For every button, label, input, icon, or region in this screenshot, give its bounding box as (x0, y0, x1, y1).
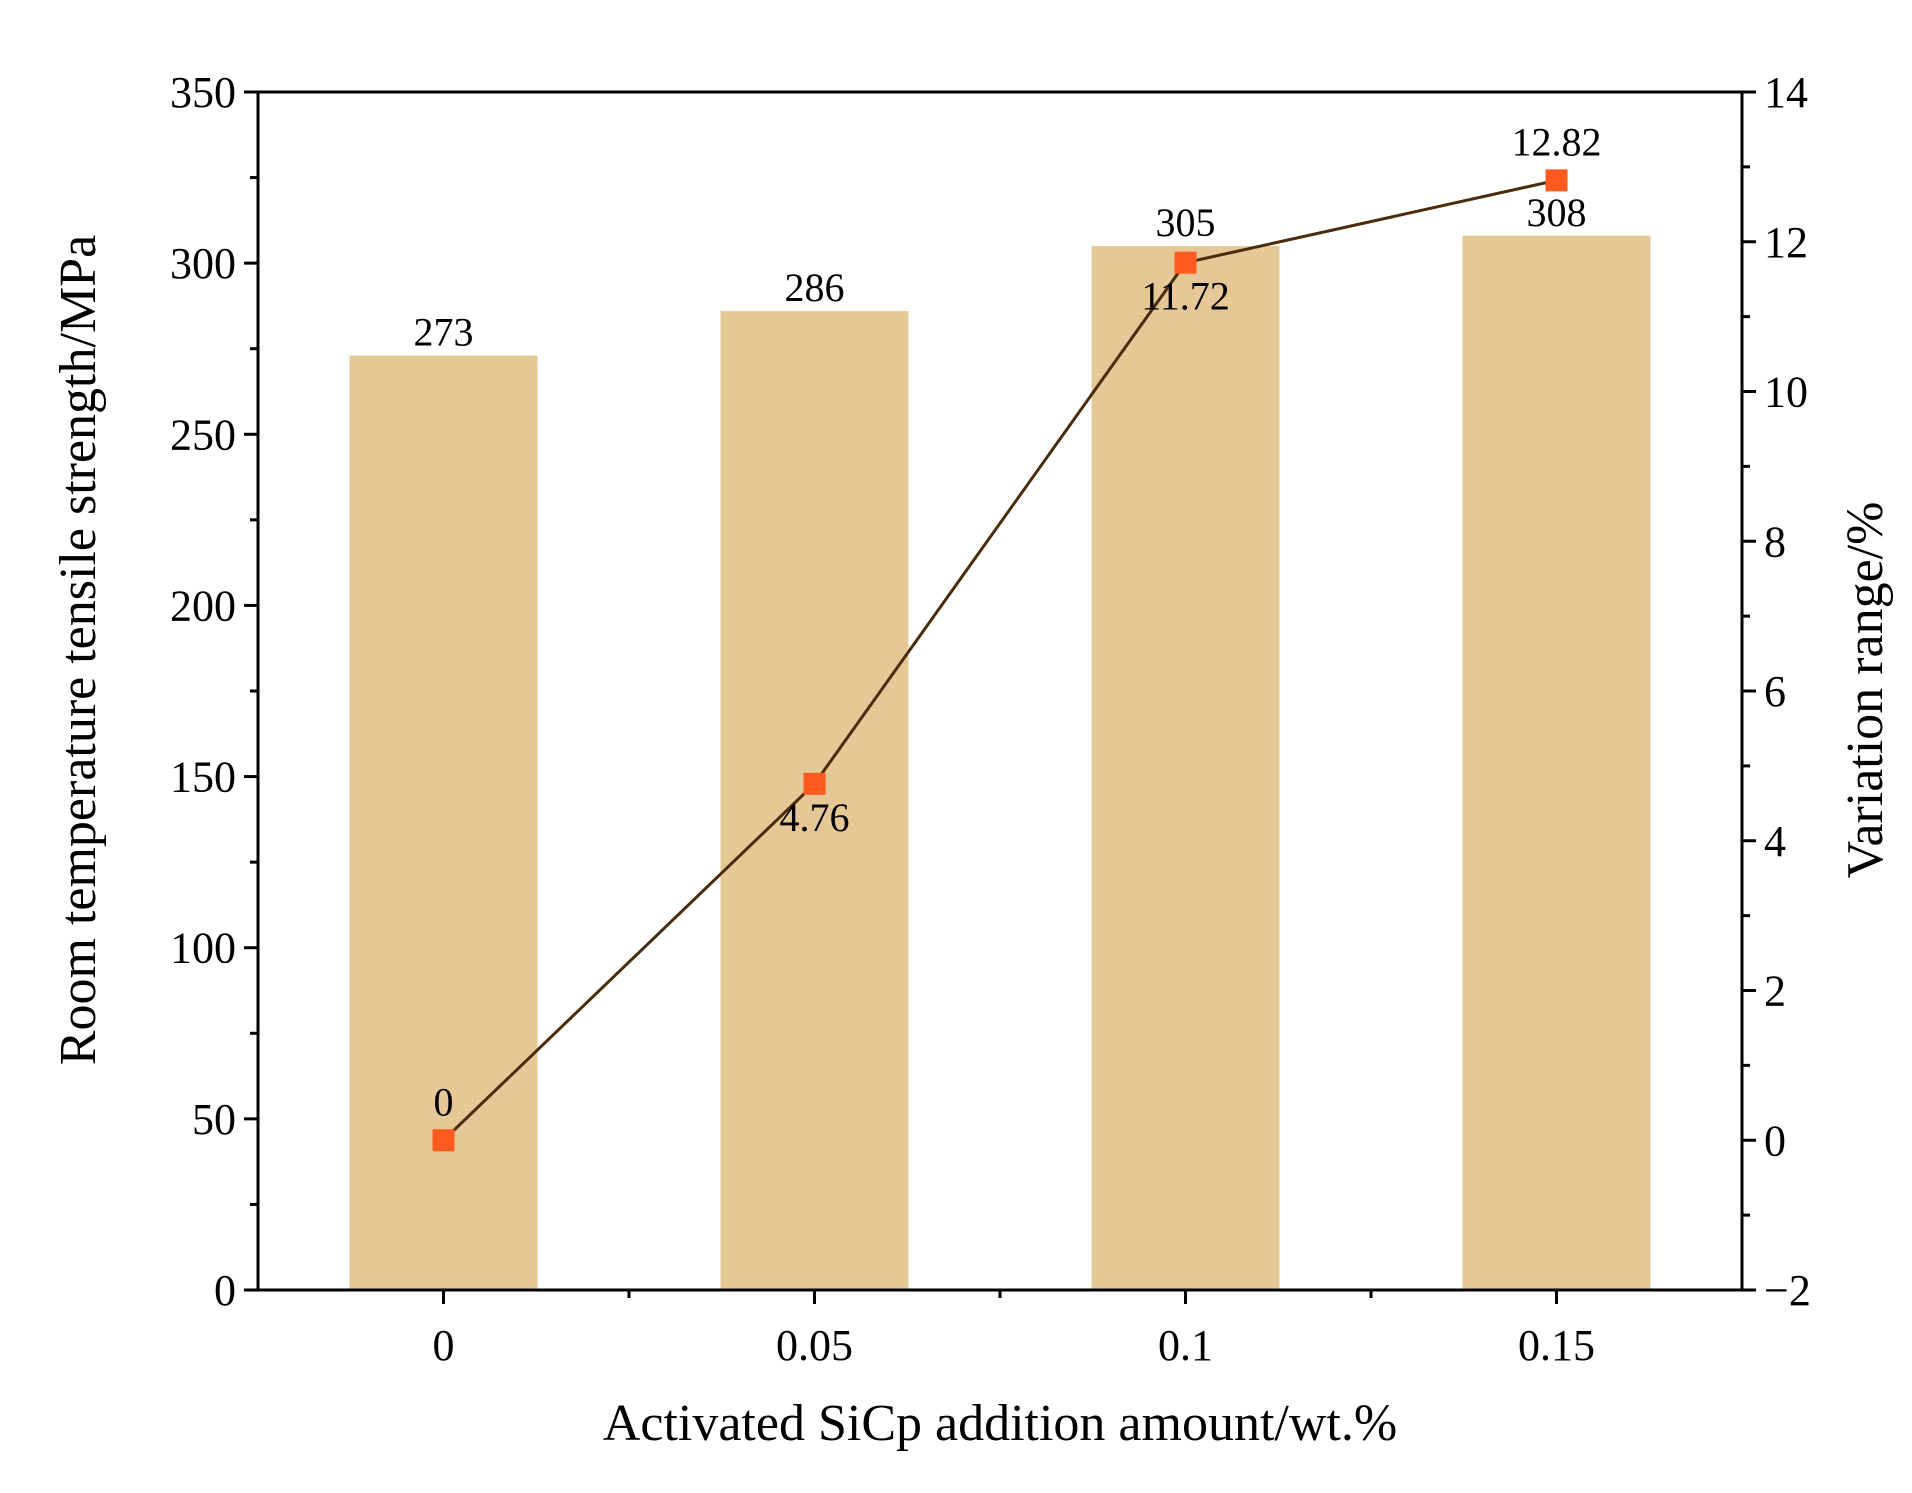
line-value-label: 11.72 (1141, 274, 1230, 319)
y-left-tick-label: 200 (170, 581, 236, 630)
y-right-tick-label: 10 (1764, 368, 1808, 417)
bar-value-label: 286 (785, 265, 845, 310)
bar-value-label: 305 (1156, 200, 1216, 245)
y-left-tick-label: 150 (170, 753, 236, 802)
axes: 0 50 100 150 200 250 300 350 −2 0 2 4 6 8 10 12 14 0 0.05 0… (170, 68, 1811, 1370)
x-tick-label: 0 (433, 1321, 455, 1370)
bar-group (349, 235, 1651, 1290)
y-right-tick-label: 6 (1764, 667, 1786, 716)
data-labels: 273 286 305 308 0 4.76 11.72 12.82 (414, 119, 1602, 1124)
line-marker-0.05 (803, 772, 826, 795)
y-right-tick-label: −2 (1764, 1266, 1811, 1315)
x-tick-label: 0.05 (776, 1321, 853, 1370)
y-right-tick-label: 12 (1764, 218, 1808, 267)
line-marker-0.1 (1174, 251, 1197, 274)
line-marker-0 (432, 1129, 455, 1152)
y-right-tick-label: 0 (1764, 1116, 1786, 1165)
x-axis-title: Activated SiCp addition amount/wt.% (603, 1395, 1397, 1452)
y-left-tick-label: 250 (170, 410, 236, 459)
y-axis-title-left: Room temperature tensile strength/MPa (50, 235, 107, 1065)
y-right-tick-label: 8 (1764, 517, 1786, 566)
line-value-label: 12.82 (1512, 119, 1602, 164)
line-value-label: 0 (434, 1079, 454, 1124)
y-axis-title-right: Variation range/% (1837, 502, 1894, 879)
y-left-tick-label: 300 (170, 239, 236, 288)
y-right-tick-label: 4 (1764, 817, 1786, 866)
y-right-tick-label: 14 (1764, 68, 1808, 117)
bar-value-label: 308 (1527, 190, 1587, 235)
bar-0.05 (720, 311, 909, 1290)
y-left-tick-label: 0 (214, 1266, 236, 1315)
y-left-tick-label: 100 (170, 924, 236, 973)
bar-0.15 (1462, 235, 1651, 1290)
y-left-tick-label: 50 (192, 1095, 236, 1144)
line-value-label: 4.76 (780, 795, 850, 840)
x-tick-label: 0.15 (1518, 1321, 1595, 1370)
x-tick-label: 0.1 (1158, 1321, 1213, 1370)
line-series (432, 169, 1568, 1152)
y-left-tick-label: 350 (170, 68, 236, 117)
y-right-tick-label: 2 (1764, 967, 1786, 1016)
line-marker-0.15 (1545, 169, 1568, 192)
bar-value-label: 273 (414, 310, 474, 355)
variation-line (442, 178, 1557, 1142)
bar-0.1 (1091, 246, 1280, 1290)
